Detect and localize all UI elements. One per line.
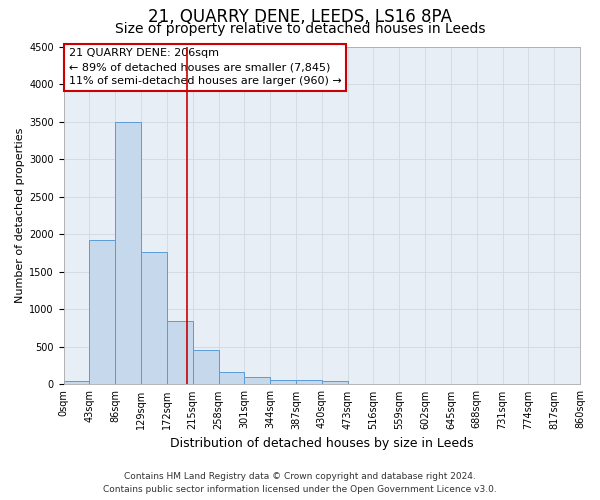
Bar	[322, 382, 347, 384]
Bar	[141, 252, 167, 384]
Bar	[244, 378, 270, 384]
Bar	[296, 380, 322, 384]
Text: Contains HM Land Registry data © Crown copyright and database right 2024.: Contains HM Land Registry data © Crown c…	[124, 472, 476, 481]
Bar	[115, 122, 141, 384]
Y-axis label: Number of detached properties: Number of detached properties	[15, 128, 25, 303]
Bar	[270, 380, 296, 384]
Text: 21, QUARRY DENE, LEEDS, LS16 8PA: 21, QUARRY DENE, LEEDS, LS16 8PA	[148, 8, 452, 26]
Bar	[218, 372, 244, 384]
Bar	[167, 320, 193, 384]
Text: 21 QUARRY DENE: 206sqm
← 89% of detached houses are smaller (7,845)
11% of semi-: 21 QUARRY DENE: 206sqm ← 89% of detached…	[69, 48, 341, 86]
Text: Size of property relative to detached houses in Leeds: Size of property relative to detached ho…	[115, 22, 485, 36]
Bar	[89, 240, 115, 384]
Bar	[64, 380, 89, 384]
Text: Contains public sector information licensed under the Open Government Licence v3: Contains public sector information licen…	[103, 485, 497, 494]
Bar	[193, 350, 218, 384]
X-axis label: Distribution of detached houses by size in Leeds: Distribution of detached houses by size …	[170, 437, 473, 450]
